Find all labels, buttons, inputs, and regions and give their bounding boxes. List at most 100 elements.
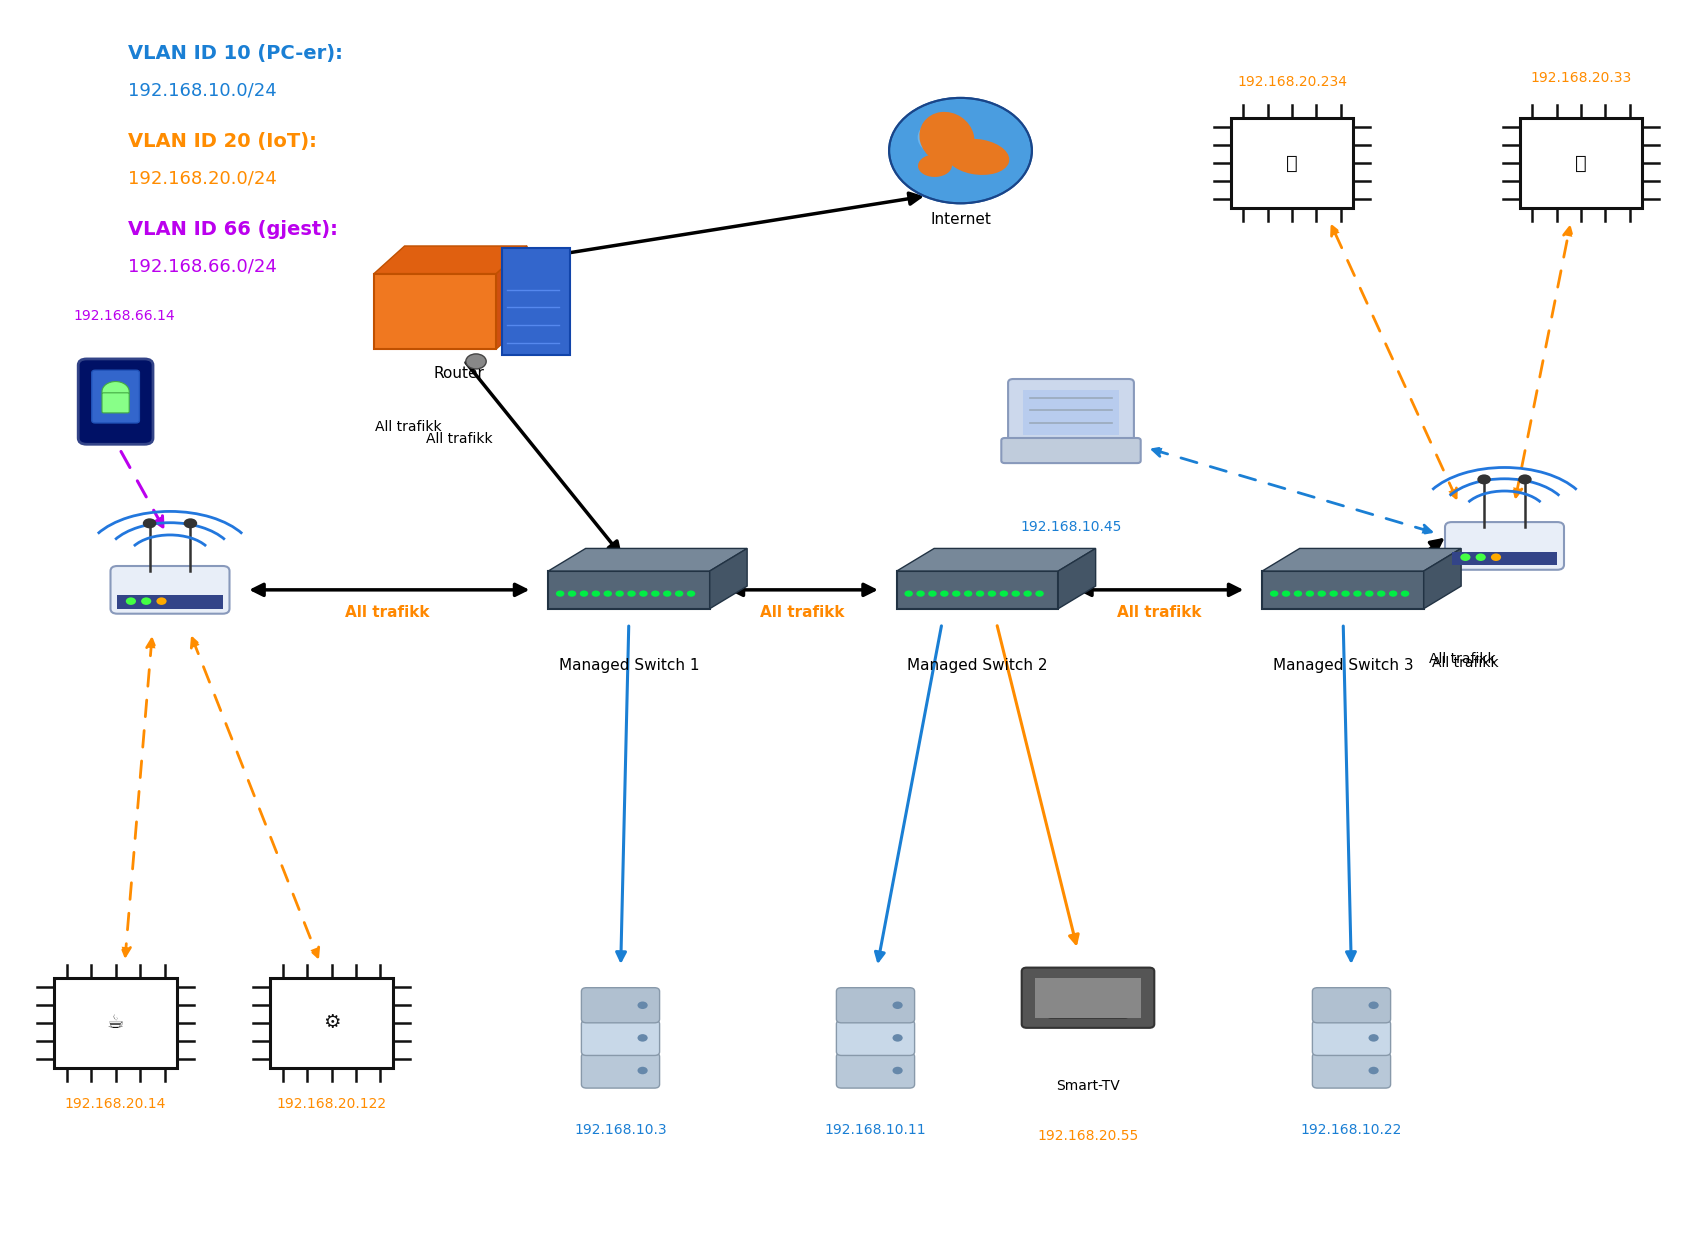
- Circle shape: [1401, 591, 1409, 597]
- FancyArrowPatch shape: [617, 626, 629, 960]
- Circle shape: [904, 591, 913, 597]
- FancyArrowPatch shape: [1513, 227, 1572, 497]
- FancyBboxPatch shape: [92, 370, 139, 423]
- FancyBboxPatch shape: [1445, 522, 1564, 570]
- Text: 192.168.10.45: 192.168.10.45: [1020, 520, 1122, 535]
- Circle shape: [639, 591, 648, 597]
- FancyBboxPatch shape: [1047, 1003, 1129, 1018]
- Polygon shape: [374, 246, 527, 274]
- Polygon shape: [1071, 1000, 1105, 1013]
- FancyArrowPatch shape: [192, 639, 318, 956]
- Text: 192.168.20.122: 192.168.20.122: [277, 1097, 386, 1112]
- Circle shape: [1282, 591, 1290, 597]
- Polygon shape: [1261, 571, 1423, 609]
- FancyArrowPatch shape: [253, 585, 525, 595]
- Circle shape: [1012, 591, 1020, 597]
- Circle shape: [663, 591, 672, 597]
- Circle shape: [1377, 591, 1385, 597]
- Text: 192.168.20.14: 192.168.20.14: [65, 1097, 167, 1112]
- FancyArrowPatch shape: [733, 585, 874, 595]
- Text: VLAN ID 10 (PC-er):: VLAN ID 10 (PC-er):: [128, 44, 342, 63]
- Text: 192.168.20.33: 192.168.20.33: [1530, 70, 1632, 85]
- Circle shape: [592, 591, 600, 597]
- FancyBboxPatch shape: [1312, 1053, 1391, 1088]
- FancyArrowPatch shape: [466, 363, 619, 553]
- Circle shape: [916, 591, 925, 597]
- Circle shape: [1294, 591, 1302, 597]
- Circle shape: [1318, 591, 1326, 597]
- FancyBboxPatch shape: [270, 978, 393, 1068]
- Circle shape: [892, 1067, 903, 1074]
- Text: ⚙: ⚙: [323, 1013, 340, 1033]
- Text: Internet: Internet: [930, 212, 991, 227]
- Circle shape: [651, 591, 660, 597]
- Circle shape: [1389, 591, 1397, 597]
- Text: VLAN ID 66 (gjest):: VLAN ID 66 (gjest):: [128, 220, 337, 238]
- Polygon shape: [547, 571, 711, 609]
- FancyBboxPatch shape: [502, 248, 570, 355]
- Text: 💡: 💡: [1287, 153, 1297, 173]
- Text: 192.168.10.11: 192.168.10.11: [824, 1122, 927, 1137]
- FancyBboxPatch shape: [54, 978, 177, 1068]
- FancyBboxPatch shape: [1452, 552, 1557, 565]
- Text: 192.168.20.0/24: 192.168.20.0/24: [128, 169, 277, 187]
- Text: 192.168.10.3: 192.168.10.3: [575, 1122, 666, 1137]
- Circle shape: [604, 591, 612, 597]
- Text: ⏱: ⏱: [1576, 153, 1586, 173]
- Circle shape: [952, 591, 960, 597]
- FancyArrowPatch shape: [1081, 585, 1239, 595]
- Text: Managed Switch 1: Managed Switch 1: [559, 658, 699, 673]
- Text: 192.168.10.22: 192.168.10.22: [1300, 1122, 1402, 1137]
- Circle shape: [126, 597, 136, 605]
- Text: All trafikk: All trafikk: [374, 419, 442, 434]
- Circle shape: [141, 597, 151, 605]
- Circle shape: [1000, 591, 1008, 597]
- Circle shape: [1329, 591, 1338, 597]
- FancyBboxPatch shape: [110, 566, 230, 614]
- Circle shape: [675, 591, 683, 597]
- FancyBboxPatch shape: [581, 988, 660, 1023]
- Circle shape: [988, 591, 996, 597]
- Text: VLAN ID 20 (IoT):: VLAN ID 20 (IoT):: [128, 132, 316, 151]
- FancyArrowPatch shape: [1343, 626, 1355, 960]
- FancyArrowPatch shape: [998, 626, 1078, 944]
- Text: 192.168.10.0/24: 192.168.10.0/24: [128, 82, 275, 99]
- FancyBboxPatch shape: [1312, 1020, 1391, 1055]
- Text: 192.168.20.55: 192.168.20.55: [1037, 1128, 1139, 1143]
- FancyBboxPatch shape: [836, 988, 915, 1023]
- Polygon shape: [711, 548, 746, 609]
- Text: 192.168.66.0/24: 192.168.66.0/24: [128, 257, 277, 275]
- FancyBboxPatch shape: [836, 1053, 915, 1088]
- FancyBboxPatch shape: [581, 1020, 660, 1055]
- Circle shape: [1353, 591, 1362, 597]
- Circle shape: [1368, 1034, 1379, 1042]
- Circle shape: [638, 1034, 648, 1042]
- Ellipse shape: [918, 154, 952, 177]
- Circle shape: [1477, 474, 1491, 484]
- Polygon shape: [547, 548, 746, 571]
- FancyBboxPatch shape: [1001, 438, 1141, 463]
- Text: ☕: ☕: [107, 1013, 124, 1033]
- Circle shape: [1460, 553, 1470, 561]
- FancyBboxPatch shape: [102, 393, 129, 413]
- Circle shape: [940, 591, 949, 597]
- Circle shape: [1341, 591, 1350, 597]
- Ellipse shape: [920, 112, 974, 164]
- FancyBboxPatch shape: [1008, 379, 1134, 447]
- Circle shape: [568, 591, 576, 597]
- Text: Managed Switch 3: Managed Switch 3: [1273, 658, 1413, 673]
- Circle shape: [556, 591, 564, 597]
- Polygon shape: [496, 246, 527, 349]
- Polygon shape: [1261, 548, 1460, 571]
- Text: All trafikk: All trafikk: [345, 605, 430, 620]
- FancyArrowPatch shape: [517, 193, 920, 265]
- FancyArrowPatch shape: [1153, 448, 1431, 533]
- FancyBboxPatch shape: [78, 359, 153, 444]
- Polygon shape: [1423, 548, 1460, 609]
- FancyBboxPatch shape: [1231, 118, 1353, 208]
- Circle shape: [615, 591, 624, 597]
- Circle shape: [184, 518, 197, 528]
- FancyArrowPatch shape: [1389, 540, 1442, 581]
- Circle shape: [1023, 591, 1032, 597]
- Circle shape: [1476, 553, 1486, 561]
